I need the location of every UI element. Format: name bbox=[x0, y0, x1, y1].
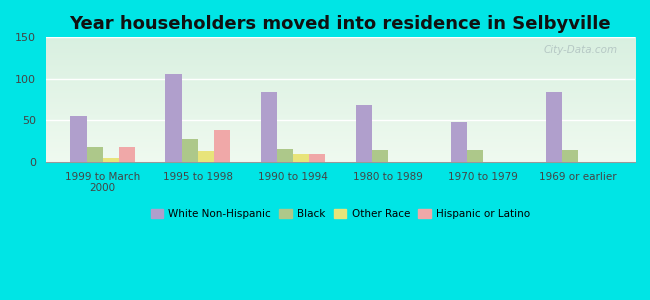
Bar bbox=[214, 130, 230, 162]
Bar bbox=[166, 74, 181, 162]
Bar bbox=[450, 122, 467, 162]
Bar bbox=[545, 92, 562, 162]
Bar bbox=[70, 116, 86, 162]
Bar bbox=[467, 150, 483, 162]
Legend: White Non-Hispanic, Black, Other Race, Hispanic or Latino: White Non-Hispanic, Black, Other Race, H… bbox=[146, 205, 534, 223]
Bar bbox=[309, 154, 325, 162]
Bar bbox=[181, 139, 198, 162]
Bar bbox=[277, 149, 293, 162]
Bar bbox=[198, 151, 214, 162]
Title: Year householders moved into residence in Selbyville: Year householders moved into residence i… bbox=[70, 15, 611, 33]
Bar bbox=[119, 147, 135, 162]
Bar bbox=[261, 92, 277, 162]
Bar bbox=[293, 154, 309, 162]
Bar bbox=[372, 150, 388, 162]
Bar bbox=[86, 147, 103, 162]
Bar bbox=[562, 150, 578, 162]
Bar bbox=[356, 105, 372, 162]
Bar bbox=[103, 158, 119, 162]
Text: City-Data.com: City-Data.com bbox=[543, 45, 618, 55]
